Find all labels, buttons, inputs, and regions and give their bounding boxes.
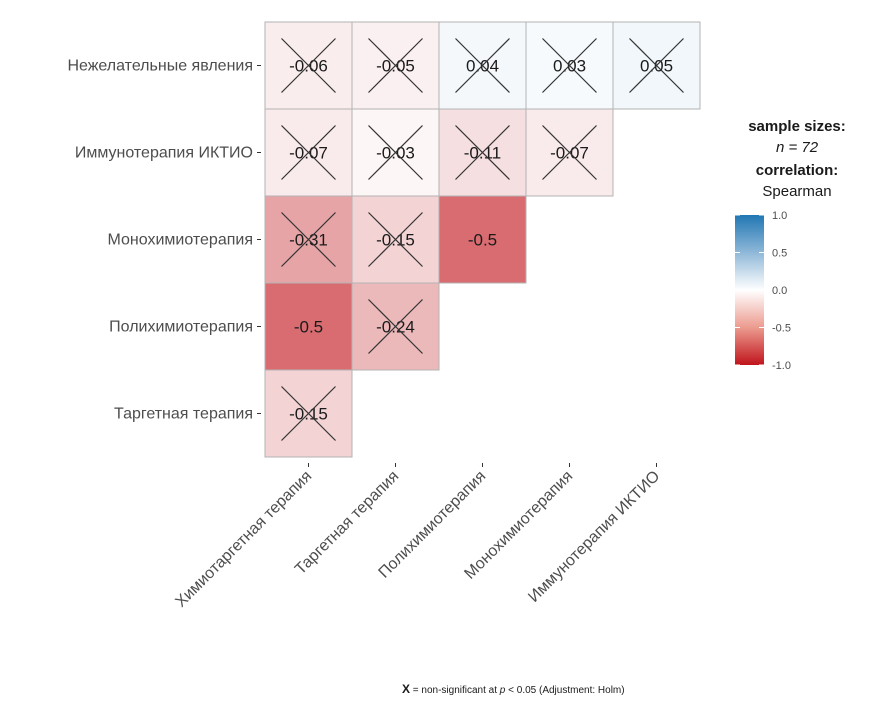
cell-rect: [264, 282, 353, 371]
caption-p: p: [499, 685, 506, 696]
heatmap-cell: -0.24: [351, 282, 440, 371]
y-tick-label: Полихимиотерапия: [109, 319, 253, 336]
legend-tick-label: 0.0: [772, 285, 787, 297]
legend-tick-label: -1.0: [772, 360, 791, 372]
svg-text:X = non-significant at p < 0.0: X = non-significant at p < 0.05 (Adjustm…: [402, 682, 625, 696]
legend-tick-label: 0.5: [772, 248, 787, 260]
caption-marker: X: [402, 682, 410, 696]
caption: X = non-significant at p < 0.05 (Adjustm…: [402, 682, 625, 696]
legend: sample sizes: n = 72 correlation: Spearm…: [735, 118, 846, 372]
non-significant-cross-line: [281, 386, 336, 441]
non-significant-cross-line: [542, 125, 597, 180]
caption-threshold: < 0.05 (Adjustment: Holm): [505, 685, 624, 696]
heatmap-cell: -0.5: [438, 195, 527, 284]
cell-value-label: -0.5: [294, 318, 323, 337]
heatmap-cell: -0.15: [351, 195, 440, 284]
heatmap-cell: -0.5: [264, 282, 353, 371]
non-significant-cross-line: [368, 299, 423, 354]
y-axis-labels: Нежелательные явления Иммунотерапия ИКТИО…: [67, 58, 261, 423]
heatmap-cell: -0.11: [438, 108, 527, 197]
legend-ticks: 1.0 0.5 0.0 -0.5 -1.0: [735, 210, 791, 372]
non-significant-cross-line: [368, 212, 423, 267]
non-significant-cross-line: [281, 125, 336, 180]
heatmap-cell: -0.05: [351, 21, 440, 110]
non-significant-cross-line: [281, 38, 336, 93]
x-tick-label: Химиотаргетная терапия: [172, 468, 315, 611]
heatmap-cell: 0.04: [438, 21, 527, 110]
legend-correlation-title: correlation:: [756, 162, 839, 179]
caption-text: = non-significant at: [410, 685, 500, 696]
cells-layer: -0.06-0.050.040.030.05-0.07-0.03-0.11-0.…: [264, 21, 701, 458]
legend-title: sample sizes:: [748, 118, 846, 135]
heatmap-cell: -0.03: [351, 108, 440, 197]
heatmap-cell: 0.05: [612, 21, 701, 110]
heatmap-cell: -0.07: [525, 108, 614, 197]
y-tick-label: Таргетная терапия: [114, 406, 253, 423]
y-tick-label: Монохимиотерапия: [108, 232, 254, 249]
heatmap-cell: -0.15: [264, 369, 353, 458]
heatmap-cell: 0.03: [525, 21, 614, 110]
non-significant-cross-line: [455, 125, 510, 180]
non-significant-cross-line: [542, 38, 597, 93]
non-significant-cross-line: [368, 38, 423, 93]
legend-tick-label: 1.0: [772, 210, 787, 222]
non-significant-cross-line: [281, 212, 336, 267]
legend-correlation-method: Spearman: [762, 183, 831, 200]
non-significant-cross-line: [629, 38, 684, 93]
heatmap-cell: -0.06: [264, 21, 353, 110]
y-tick-label: Иммунотерапия ИКТИО: [75, 145, 253, 162]
legend-n-label: n = 72: [776, 139, 819, 156]
non-significant-cross-line: [455, 38, 510, 93]
non-significant-cross-line: [368, 125, 423, 180]
y-tick-label: Нежелательные явления: [67, 58, 253, 75]
legend-tick-label: -0.5: [772, 323, 791, 335]
heatmap-cell: -0.31: [264, 195, 353, 284]
heatmap-cell: -0.07: [264, 108, 353, 197]
cell-rect: [438, 195, 527, 284]
cell-value-label: -0.5: [468, 231, 497, 250]
